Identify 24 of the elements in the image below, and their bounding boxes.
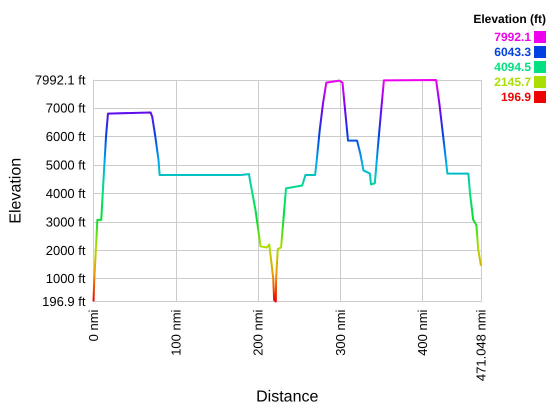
x-tick-label: 200 nmi: [250, 309, 266, 356]
x-tick-label: 0 nmi: [86, 309, 101, 342]
x-tick-label: 100 nmi: [168, 309, 184, 356]
y-tick-label: 196.9 ft: [42, 294, 86, 310]
y-tick-label: 5000 ft: [46, 158, 86, 173]
y-tick-label: 2000 ft: [46, 242, 86, 258]
y-axis-title: Elevation: [8, 158, 24, 224]
color-bar-label: 6043.3: [494, 44, 531, 58]
x-tick-label: 400 nmi: [415, 309, 430, 356]
y-tick-label: 7000 ft: [46, 100, 86, 116]
y-tick-label: 7992.1 ft: [34, 72, 86, 88]
y-tick-label: 6000 ft: [46, 129, 86, 144]
color-bar-label: 2145.7: [494, 74, 531, 88]
line-series: [92, 79, 482, 302]
y-tick-label: 1000 ft: [46, 271, 86, 286]
color-bar-label: 196.9: [500, 90, 531, 104]
color-bar-label: 7992.1: [494, 30, 531, 44]
color-bar-label: 4094.5: [494, 60, 531, 74]
color-bar-title: Elevation (ft): [473, 12, 546, 26]
x-axis-title: Distance: [256, 388, 318, 406]
x-tick-label: 300 nmi: [332, 309, 348, 356]
y-tick-label: 4000 ft: [46, 186, 86, 201]
y-tick-label: 3000 ft: [46, 214, 86, 230]
x-tick-label: 471.048 nmi: [474, 309, 488, 382]
